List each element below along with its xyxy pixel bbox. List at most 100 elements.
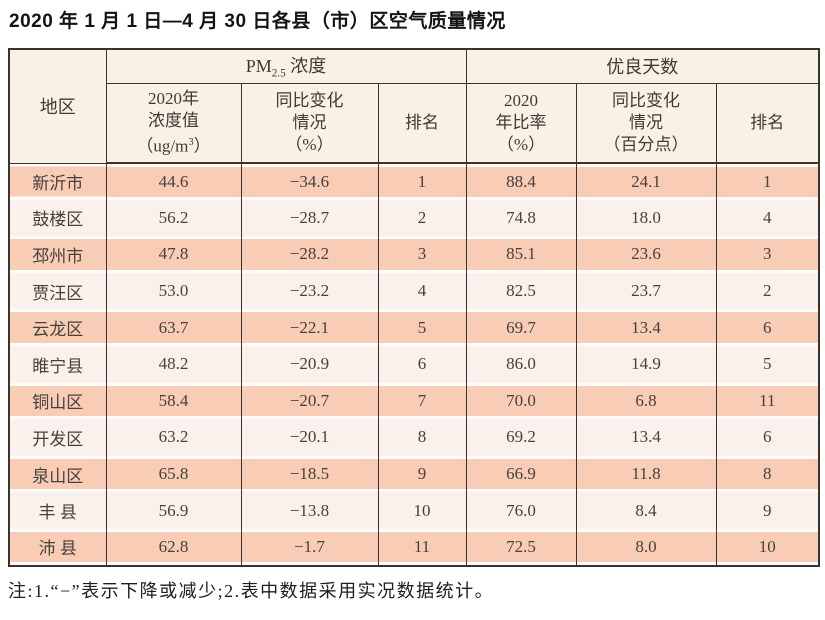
pm-value-cell: 56.9 bbox=[105, 492, 242, 529]
good-rate-cell: 85.1 bbox=[465, 236, 577, 273]
region-cell: 泉山区 bbox=[8, 455, 107, 493]
table-row: 铜山区 58.4 −20.7 7 70.0 6.8 11 bbox=[8, 382, 820, 420]
pm-value-cell: 62.8 bbox=[105, 528, 242, 566]
region-cell: 丰 县 bbox=[8, 492, 107, 529]
pm-change-cell: −18.5 bbox=[240, 455, 379, 493]
pm-rank-cell: 3 bbox=[377, 236, 467, 273]
region-cell: 贾汪区 bbox=[8, 272, 107, 310]
pm-change-cell: −20.7 bbox=[240, 382, 379, 420]
good-change-cell: 8.0 bbox=[575, 528, 717, 566]
cubed-superscript: 3 bbox=[188, 136, 194, 148]
table-header: 地区 PM2.5 浓度 优良天数 2020年 浓度值 （ug/m3） 同比变化 … bbox=[8, 48, 820, 164]
good-change-column-header: 同比变化 情况 （百分点） bbox=[575, 82, 717, 164]
table-row: 新沂市 44.6 −34.6 1 88.4 24.1 1 bbox=[8, 163, 820, 200]
pm-value-header-line2: 浓度值 bbox=[148, 110, 199, 130]
region-cell: 睢宁县 bbox=[8, 345, 107, 383]
pm-value-header-line1: 2020年 bbox=[148, 88, 199, 108]
good-rate-cell: 86.0 bbox=[465, 345, 577, 383]
good-rank-cell: 3 bbox=[715, 236, 820, 273]
good-rank-cell: 5 bbox=[715, 345, 820, 383]
table-row: 泉山区 65.8 −18.5 9 66.9 11.8 8 bbox=[8, 455, 820, 493]
good-change-cell: 8.4 bbox=[575, 492, 717, 529]
pm25-label-prefix: PM bbox=[245, 56, 272, 77]
table-row: 云龙区 63.7 −22.1 5 69.7 13.4 6 bbox=[8, 309, 820, 346]
good-rate-cell: 69.7 bbox=[465, 309, 577, 346]
pm-rank-cell: 6 bbox=[377, 345, 467, 383]
good-change-cell: 18.0 bbox=[575, 199, 717, 237]
pm-value-cell: 56.2 bbox=[105, 199, 242, 237]
good-rate-cell: 88.4 bbox=[465, 163, 577, 200]
good-rank-cell: 4 bbox=[715, 199, 820, 237]
table-row: 鼓楼区 56.2 −28.7 2 74.8 18.0 4 bbox=[8, 199, 820, 237]
good-change-cell: 23.7 bbox=[575, 272, 717, 310]
good-rank-cell: 6 bbox=[715, 419, 820, 456]
good-rate-cell: 76.0 bbox=[465, 492, 577, 529]
good-rate-cell: 70.0 bbox=[465, 382, 577, 420]
pm-change-column-header: 同比变化 情况 （%） bbox=[240, 82, 379, 164]
good-change-cell: 11.8 bbox=[575, 455, 717, 493]
good-change-cell: 24.1 bbox=[575, 163, 717, 200]
region-cell: 沛 县 bbox=[8, 528, 107, 566]
pm-value-cell: 63.7 bbox=[105, 309, 242, 346]
table-row: 贾汪区 53.0 −23.2 4 82.5 23.7 2 bbox=[8, 272, 820, 310]
good-rank-cell: 1 bbox=[715, 163, 820, 200]
pm-change-cell: −20.9 bbox=[240, 345, 379, 383]
pm-value-cell: 58.4 bbox=[105, 382, 242, 420]
good-rate-column-header: 2020 年比率 （%） bbox=[465, 82, 577, 164]
good-rank-cell: 11 bbox=[715, 382, 820, 420]
region-cell: 新沂市 bbox=[8, 163, 107, 200]
page-title: 2020 年 1 月 1 日—4 月 30 日各县（市）区空气质量情况 bbox=[9, 11, 506, 32]
pm-rank-cell: 2 bbox=[377, 199, 467, 237]
good-change-cell: 13.4 bbox=[575, 419, 717, 456]
pm-rank-cell: 7 bbox=[377, 382, 467, 420]
pm-change-cell: −28.2 bbox=[240, 236, 379, 273]
pm-value-cell: 47.8 bbox=[105, 236, 242, 273]
pm-value-cell: 44.6 bbox=[105, 163, 242, 200]
good-rank-cell: 2 bbox=[715, 272, 820, 310]
good-rank-cell: 9 bbox=[715, 492, 820, 529]
pm-rank-cell: 1 bbox=[377, 163, 467, 200]
pm-rank-cell: 8 bbox=[377, 419, 467, 456]
table-footnote: 注:1.“−”表示下降或减少;2.表中数据采用实况数据统计。 bbox=[8, 580, 495, 601]
pm-rank-cell: 4 bbox=[377, 272, 467, 310]
pm-rank-cell: 10 bbox=[377, 492, 467, 529]
good-days-group-header: 优良天数 bbox=[465, 48, 820, 84]
air-quality-table: 地区 PM2.5 浓度 优良天数 2020年 浓度值 （ug/m3） 同比变化 … bbox=[8, 48, 821, 567]
table-row: 沛 县 62.8 −1.7 11 72.5 8.0 10 bbox=[8, 528, 820, 566]
pm25-label-suffix: 浓度 bbox=[285, 56, 327, 77]
pm-change-cell: −13.8 bbox=[240, 492, 379, 529]
pm-rank-column-header: 排名 bbox=[377, 82, 467, 164]
pm-change-cell: −22.1 bbox=[240, 309, 379, 346]
pm-rank-cell: 11 bbox=[377, 528, 467, 566]
table-row: 睢宁县 48.2 −20.9 6 86.0 14.9 5 bbox=[8, 345, 820, 383]
pm-value-column-header: 2020年 浓度值 （ug/m3） bbox=[105, 82, 242, 164]
pm-change-cell: −1.7 bbox=[240, 528, 379, 566]
pm-value-header-unit: （ug/m3） bbox=[136, 136, 211, 156]
region-cell: 邳州市 bbox=[8, 236, 107, 273]
pm-change-cell: −28.7 bbox=[240, 199, 379, 237]
pm-value-cell: 63.2 bbox=[105, 419, 242, 456]
good-change-cell: 6.8 bbox=[575, 382, 717, 420]
table-body: 新沂市 44.6 −34.6 1 88.4 24.1 1 鼓楼区 56.2 −2… bbox=[8, 163, 820, 566]
good-rank-cell: 10 bbox=[715, 528, 820, 566]
region-cell: 云龙区 bbox=[8, 309, 107, 346]
table-row: 丰 县 56.9 −13.8 10 76.0 8.4 9 bbox=[8, 492, 820, 529]
pm-value-cell: 48.2 bbox=[105, 345, 242, 383]
region-column-header: 地区 bbox=[8, 48, 107, 164]
group-header-row: 地区 PM2.5 浓度 优良天数 bbox=[8, 48, 820, 164]
pm-value-cell: 65.8 bbox=[105, 455, 242, 493]
good-rank-cell: 6 bbox=[715, 309, 820, 346]
region-cell: 开发区 bbox=[8, 419, 107, 456]
good-rate-cell: 74.8 bbox=[465, 199, 577, 237]
sub-header-row: 2020年 浓度值 （ug/m3） 同比变化 情况 （%） 排名 2020 年比… bbox=[9, 82, 820, 164]
good-rate-cell: 72.5 bbox=[465, 528, 577, 566]
good-change-cell: 14.9 bbox=[575, 345, 717, 383]
pm-rank-cell: 9 bbox=[377, 455, 467, 493]
table-row: 邳州市 47.8 −28.2 3 85.1 23.6 3 bbox=[8, 236, 820, 273]
table-row: 开发区 63.2 −20.1 8 69.2 13.4 6 bbox=[8, 419, 820, 456]
pm25-subscript: 2.5 bbox=[271, 68, 286, 81]
pm-change-cell: −20.1 bbox=[240, 419, 379, 456]
pm-change-cell: −23.2 bbox=[240, 272, 379, 310]
region-cell: 铜山区 bbox=[8, 382, 107, 420]
pm-value-cell: 53.0 bbox=[105, 272, 242, 310]
